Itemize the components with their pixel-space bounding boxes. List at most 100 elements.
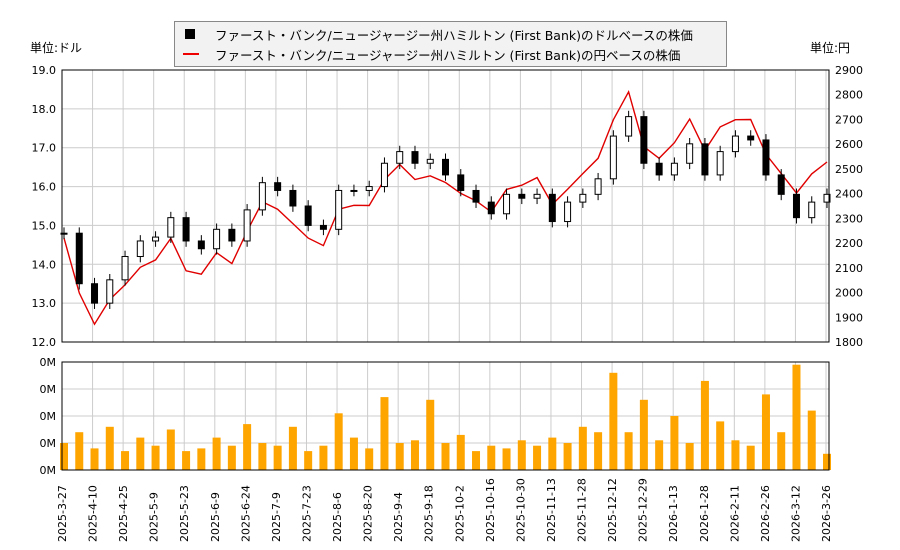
volume-bar [212,437,221,470]
x-tick-label: 2025-6-24 [239,485,252,542]
candle-body [289,189,297,207]
candle-body [472,189,480,203]
volume-bar [243,424,252,470]
x-tick-label: 2026-1-13 [667,485,680,542]
right-tick-label: 2600 [835,138,863,151]
volume-bar [365,448,374,470]
volume-bar [410,440,419,470]
x-tick-label: 2025-10-2 [453,485,466,542]
volume-bar [716,421,725,470]
left-tick-label: 19.0 [32,64,57,77]
candle-body [426,158,434,164]
candle-body [91,283,99,304]
candle-body [457,174,465,191]
legend-swatch-usd [185,29,195,39]
right-axis-unit: 単位:円 [810,41,851,55]
volume-bar [105,426,114,470]
volume-tick-label: 0M [40,464,57,477]
left-tick-label: 13.0 [32,297,57,310]
right-tick-label: 1900 [835,311,863,324]
volume-bar [609,372,618,470]
legend-label-jpy: ファースト・バンク/ニュージャージー州ハミルトン (First Bank)の円ベ… [215,47,681,63]
candle-body [274,182,282,191]
volume-bar [90,448,99,470]
right-tick-label: 2400 [835,188,863,201]
volume-bar [60,443,68,470]
volume-bar [121,451,130,470]
x-tick-label: 2025-5-9 [148,492,161,542]
candle-body [670,162,678,176]
x-tick-label: 2025-12-29 [637,478,650,542]
volume-bar [151,445,160,470]
candle-body [518,193,526,199]
left-axis-unit: 単位:ドル [30,41,83,55]
candle-body [213,228,221,250]
candle-body [152,236,160,242]
x-tick-label: 2025-8-6 [331,492,344,542]
candle-body [304,205,312,226]
volume-bar [441,443,450,470]
right-tick-label: 2000 [835,287,863,300]
x-tick-label: 2025-12-12 [606,478,619,542]
volume-bar [670,416,679,470]
volume-bar [227,445,236,470]
candle-body [762,139,770,176]
volume-bar [777,432,786,470]
candle-body [228,228,236,242]
candle-body [75,232,83,285]
x-tick-label: 2025-3-27 [56,485,69,542]
volume-bar [502,448,511,470]
x-tick-label: 2026-3-12 [789,485,802,542]
candle-body [365,186,373,191]
candle-body [548,193,556,223]
x-tick-label: 2025-9-4 [392,492,405,542]
candle-body [258,182,266,211]
candle-body [136,240,144,258]
x-tick-label: 2025-7-23 [300,485,313,542]
x-tick-label: 2026-2-26 [759,485,772,542]
volume-bar [182,451,191,470]
volume-bar [517,440,526,470]
volume-bar [639,399,648,470]
x-tick-label: 2025-11-28 [576,478,589,542]
right-tick-label: 2700 [835,113,863,126]
volume-bar [578,426,587,470]
candle-body [564,201,572,223]
legend-item-usd: ファースト・バンク/ニュージャージー州ハミルトン (First Bank)のドル… [183,24,693,44]
volume-tick-label: 0M [40,437,57,450]
volume-tick-label: 0M [40,383,57,396]
candle-body [396,151,404,164]
x-tick-label: 2025-11-13 [545,478,558,542]
x-tick-label: 2025-4-10 [87,485,100,542]
volume-bar [594,432,603,470]
left-tick-label: 17.0 [32,142,57,155]
x-tick-label: 2025-5-23 [178,485,191,542]
candle-body [319,224,327,230]
candle-body [182,217,190,242]
x-tick-label: 2025-6-9 [209,492,222,542]
candle-body [335,189,343,230]
x-tick-label: 2025-9-18 [423,485,436,542]
volume-bar [136,437,145,470]
volume-tick-label: 0M [40,356,57,369]
candle-body [579,193,587,203]
candle-body [625,116,633,137]
volume-bar [533,445,542,470]
candle-body [716,151,724,176]
volume-bar [548,437,557,470]
volume-bar [166,429,175,470]
volume-bar [288,426,297,470]
candle-body [792,193,800,219]
volume-tick-label: 0M [40,410,57,423]
legend-label-usd: ファースト・バンク/ニュージャージー州ハミルトン (First Bank)のドル… [215,27,693,43]
volume-bar [334,413,343,470]
x-tick-label: 2026-3-26 [820,485,833,542]
x-tick-label: 2025-8-20 [362,485,375,542]
left-tick-label: 12.0 [32,336,57,349]
volume-bar [380,397,389,470]
volume-bar [563,443,572,470]
candle-body [243,209,251,242]
volume-bar [349,437,358,470]
